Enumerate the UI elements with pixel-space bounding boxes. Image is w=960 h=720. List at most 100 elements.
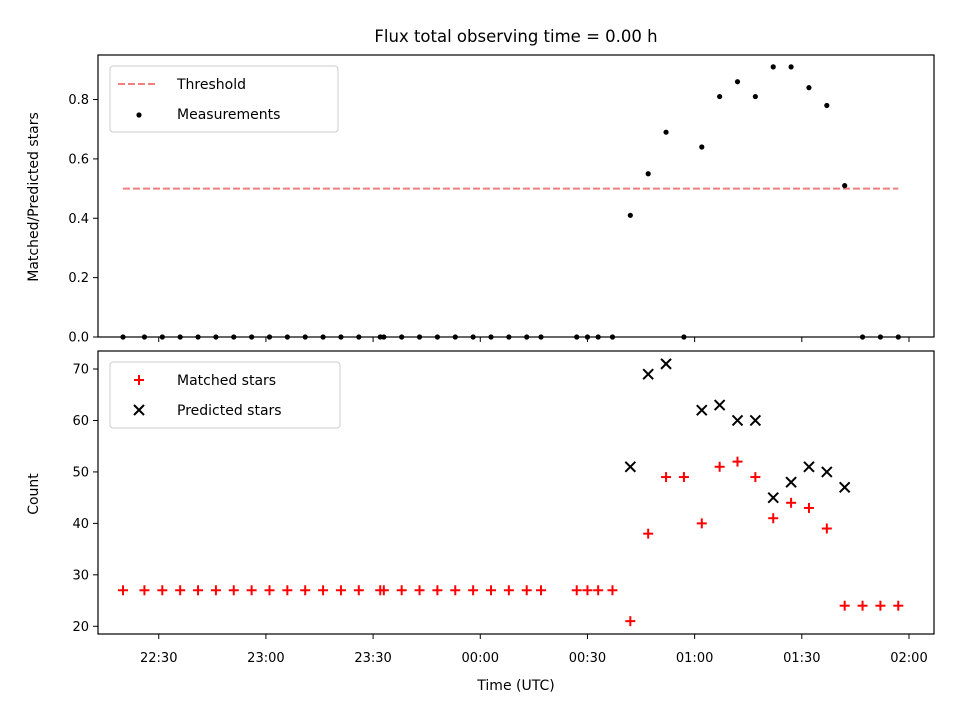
- matched-star-point: [768, 513, 779, 524]
- measurement-point: [752, 93, 758, 100]
- measurement-point: [595, 334, 601, 340]
- matched-star-point: [228, 585, 239, 596]
- top-legend-box: [109, 65, 339, 133]
- matched-star-point: [468, 585, 479, 596]
- matched-star-point: [643, 528, 654, 539]
- matched-star-point: [210, 585, 221, 596]
- bottom-ytick-label: 50: [72, 465, 89, 480]
- matched-star-point: [696, 518, 707, 529]
- measurement-point: [627, 212, 633, 218]
- predicted-star-point: [642, 368, 654, 380]
- matched-star-point: [300, 585, 311, 596]
- measurement-point: [120, 334, 126, 340]
- measurement-point: [538, 334, 544, 340]
- matched-star-point: [503, 585, 514, 596]
- matched-star-point: [678, 472, 689, 483]
- legend-matched-label: Matched stars: [177, 373, 276, 389]
- matched-star-point: [264, 585, 275, 596]
- measurement-point: [699, 144, 705, 150]
- measurement-point: [284, 334, 290, 340]
- matched-star-point: [582, 585, 593, 596]
- legend-predicted-swatch: [133, 404, 145, 416]
- matched-star-point: [714, 461, 725, 472]
- bottom-plot-area: 20 30 40 50 60 70 22:30 23:00 23:30 00:00 00:30 01:…: [72, 350, 935, 666]
- matched-star-point: [282, 585, 293, 596]
- measurement-point: [609, 334, 616, 340]
- matched-star-point: [857, 600, 868, 611]
- measurement-point: [470, 334, 476, 340]
- matched-star-point: [450, 585, 461, 596]
- matched-star-point: [485, 585, 496, 596]
- predicted-star-point: [713, 399, 726, 411]
- measurement-point: [302, 334, 308, 340]
- bottom-legend-box: [109, 361, 341, 429]
- legend-threshold-label: Threshold: [176, 77, 246, 93]
- measurement-point: [249, 334, 255, 340]
- matched-star-point: [246, 585, 257, 596]
- measurement-point: [177, 334, 183, 340]
- matched-star-point: [353, 585, 364, 596]
- predicted-star-point: [767, 491, 779, 504]
- bottom-xtick-label: 01:30: [783, 651, 820, 666]
- matched-star-point: [536, 585, 547, 596]
- top-ytick-label: 0.6: [68, 152, 89, 167]
- matched-star-point: [571, 585, 582, 596]
- measurement-point: [524, 334, 530, 340]
- matched-star-point: [875, 600, 886, 611]
- matched-star-point: [593, 585, 604, 596]
- predicted-star-point: [731, 414, 744, 427]
- measurement-point: [399, 334, 405, 340]
- matched-star-point: [821, 523, 832, 534]
- predicted-star-point: [838, 481, 851, 494]
- measurement-point: [717, 93, 723, 100]
- measurement-point: [452, 334, 458, 340]
- measurement-point: [663, 129, 669, 135]
- bottom-xtick-label: 02:00: [890, 651, 927, 666]
- predicted-star-point: [803, 461, 815, 473]
- matched-star-point: [118, 585, 129, 596]
- top-chart-ylabel: Matched/Predicted stars: [26, 112, 42, 282]
- measurement-point: [877, 334, 884, 340]
- measurement-point: [488, 334, 494, 340]
- predicted-star-point: [660, 358, 672, 370]
- bottom-xtick-label: 23:00: [247, 651, 284, 666]
- legend-matched-swatch: [134, 375, 144, 385]
- top-chart-title: Flux total observing time = 0.00 h: [374, 27, 657, 46]
- bottom-ytick-label: 70: [72, 363, 89, 378]
- matched-star-point: [139, 585, 150, 596]
- measurement-point: [141, 334, 148, 340]
- matched-star-point: [607, 585, 618, 596]
- matched-star-point: [661, 472, 672, 483]
- matched-star-point: [318, 585, 329, 596]
- measurement-point: [788, 64, 794, 70]
- bottom-xtick-label: 00:00: [462, 651, 499, 666]
- matched-star-point: [396, 585, 407, 596]
- bottom-xtick-label: 00:30: [569, 651, 606, 666]
- bottom-ytick-label: 40: [72, 517, 89, 532]
- legend-measurements-label: Measurements: [177, 107, 280, 123]
- bottom-ytick-label: 30: [72, 568, 89, 583]
- measurement-point: [377, 334, 383, 340]
- bottom-axes-frame: [97, 350, 935, 635]
- matched-star-point: [378, 585, 389, 596]
- measurement-point: [895, 334, 901, 340]
- matched-star-point: [625, 616, 636, 627]
- measurement-point: [381, 334, 387, 340]
- top-ytick-label: 0.8: [68, 93, 89, 108]
- legend-predicted-label: Predicted stars: [177, 403, 282, 419]
- measurement-point: [574, 334, 580, 340]
- top-ytick-label: 0.2: [68, 271, 89, 286]
- matched-star-point: [732, 456, 743, 467]
- measurement-point: [434, 334, 441, 340]
- matched-star-point: [786, 497, 797, 508]
- matched-star-point: [750, 472, 761, 483]
- measurement-point: [859, 334, 866, 340]
- bottom-xtick-label: 23:30: [354, 651, 391, 666]
- top-ytick-label: 0.0: [68, 331, 89, 346]
- measurement-point: [356, 334, 362, 340]
- measurement-point: [338, 334, 344, 340]
- predicted-star-point: [624, 461, 637, 473]
- matched-star-point: [432, 585, 443, 596]
- measurement-point: [231, 334, 237, 340]
